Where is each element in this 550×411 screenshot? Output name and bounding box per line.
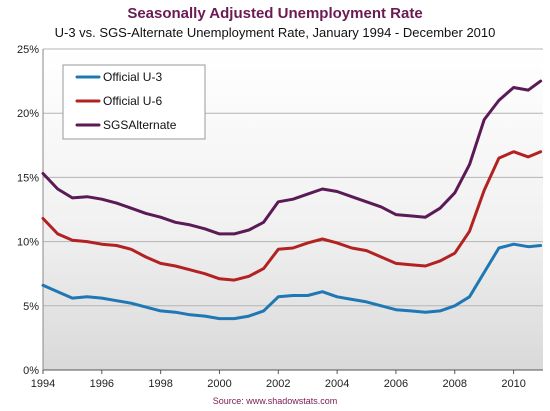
x-tick-label: 2004 <box>325 378 349 390</box>
x-tick-label: 1996 <box>90 378 114 390</box>
chart-title: Seasonally Adjusted Unemployment Rate <box>127 5 423 22</box>
series-line-official-u-6 <box>41 150 543 282</box>
y-tick-label: 5% <box>23 301 39 313</box>
x-tick-label: 2000 <box>207 378 231 390</box>
x-tick-label: 2008 <box>443 378 467 390</box>
legend-label: Official U-6 <box>103 94 162 108</box>
x-tick-label: 1994 <box>31 378 55 390</box>
x-tick-label: 2010 <box>501 378 525 390</box>
y-tick-label: 25% <box>17 44 39 56</box>
y-tick-label: 0% <box>23 365 39 377</box>
series-line-official-u-3 <box>41 242 543 321</box>
y-tick-label: 10% <box>17 237 39 249</box>
y-tick-label: 15% <box>17 172 39 184</box>
source-label: Source: www.shadowstats.com <box>212 396 338 406</box>
x-tick-label: 1998 <box>148 378 172 390</box>
x-tick-label: 2006 <box>384 378 408 390</box>
series-line-sgsalternate <box>41 79 543 236</box>
x-tick-label: 2002 <box>266 378 290 390</box>
chart-subtitle: U-3 vs. SGS-Alternate Unemployment Rate,… <box>54 25 496 40</box>
legend-label: SGSAlternate <box>103 118 177 132</box>
y-tick-label: 20% <box>17 108 39 120</box>
legend-label: Official U-3 <box>103 70 162 84</box>
